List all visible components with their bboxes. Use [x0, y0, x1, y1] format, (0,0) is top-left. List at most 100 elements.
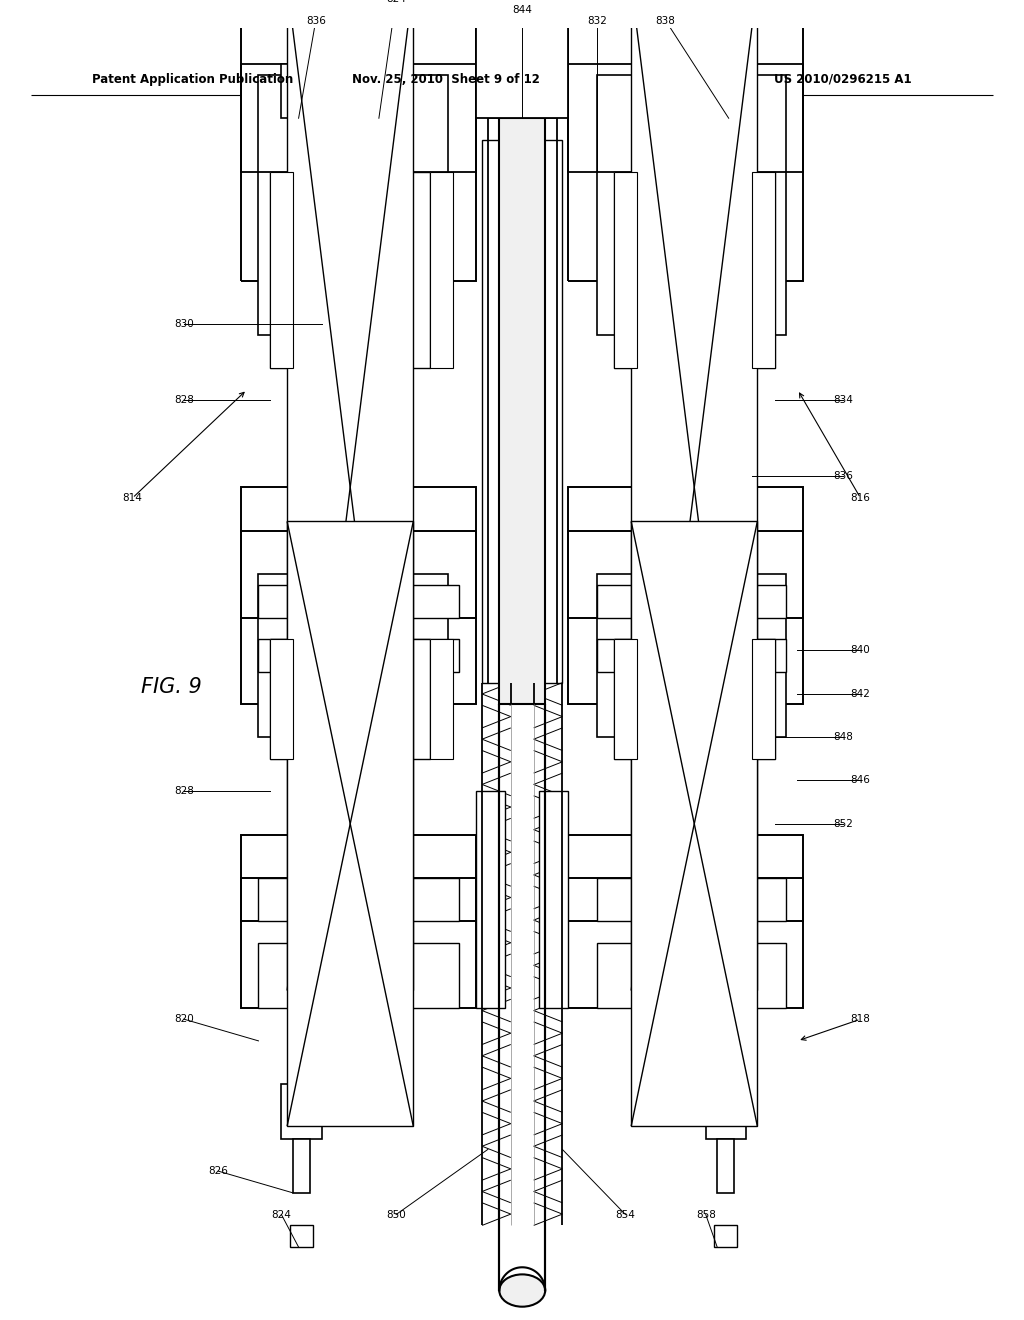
- Bar: [597, 574, 786, 737]
- Bar: [648, 205, 683, 281]
- Bar: [568, 834, 803, 921]
- Bar: [242, 63, 476, 173]
- Bar: [258, 639, 459, 672]
- Bar: [482, 140, 511, 682]
- Bar: [631, 0, 758, 990]
- Bar: [568, 531, 803, 618]
- Bar: [614, 639, 637, 759]
- Text: 814: 814: [122, 494, 142, 503]
- Text: 828: 828: [174, 787, 194, 796]
- Bar: [706, 1084, 745, 1139]
- Bar: [293, 9, 310, 63]
- Bar: [534, 140, 562, 682]
- Bar: [476, 0, 568, 119]
- Bar: [287, 521, 414, 1126]
- Bar: [597, 944, 786, 1008]
- Text: Nov. 25, 2010  Sheet 9 of 12: Nov. 25, 2010 Sheet 9 of 12: [351, 73, 540, 86]
- Text: 818: 818: [851, 1014, 870, 1024]
- Ellipse shape: [500, 1274, 545, 1307]
- Bar: [242, 834, 476, 921]
- Bar: [568, 834, 803, 921]
- Bar: [706, 63, 745, 119]
- Bar: [568, 531, 803, 618]
- Bar: [614, 639, 774, 759]
- Bar: [242, 487, 476, 705]
- Bar: [242, 0, 476, 281]
- Bar: [290, 21, 313, 42]
- Text: 824: 824: [386, 0, 407, 4]
- Bar: [568, 63, 803, 173]
- Bar: [568, 878, 803, 1008]
- Text: 832: 832: [587, 16, 607, 25]
- Bar: [568, 487, 803, 705]
- Bar: [339, 205, 373, 281]
- Bar: [258, 585, 459, 618]
- Bar: [270, 639, 430, 759]
- Bar: [242, 834, 476, 921]
- Bar: [568, 0, 803, 281]
- Bar: [715, 1225, 737, 1247]
- Bar: [717, 9, 734, 63]
- Bar: [287, 0, 414, 990]
- Bar: [568, 63, 803, 173]
- Text: 820: 820: [174, 1014, 194, 1024]
- Text: 828: 828: [174, 396, 194, 405]
- Bar: [242, 531, 476, 618]
- Bar: [614, 173, 637, 368]
- Bar: [482, 140, 511, 682]
- Text: 854: 854: [615, 1209, 636, 1220]
- Text: US 2010/0296215 A1: US 2010/0296215 A1: [774, 73, 911, 86]
- Bar: [430, 173, 454, 368]
- Bar: [476, 0, 568, 119]
- Bar: [568, 0, 803, 281]
- Bar: [242, 878, 476, 1008]
- Bar: [293, 1139, 310, 1193]
- Text: 842: 842: [851, 689, 870, 698]
- Bar: [258, 944, 459, 1008]
- Bar: [752, 173, 774, 368]
- Text: 850: 850: [386, 1209, 406, 1220]
- Bar: [270, 639, 293, 759]
- Bar: [242, 878, 476, 1008]
- Text: 840: 840: [851, 645, 870, 655]
- Bar: [242, 0, 476, 281]
- Bar: [270, 639, 293, 759]
- Bar: [476, 791, 505, 1008]
- Bar: [614, 173, 774, 368]
- Bar: [270, 173, 430, 368]
- Text: 858: 858: [695, 1209, 716, 1220]
- Bar: [597, 639, 786, 672]
- Bar: [282, 63, 322, 119]
- Bar: [258, 574, 447, 737]
- Bar: [717, 1139, 734, 1193]
- Text: 838: 838: [655, 16, 676, 25]
- Text: 844: 844: [512, 5, 532, 15]
- Bar: [258, 878, 459, 921]
- Bar: [534, 140, 562, 682]
- Bar: [597, 878, 786, 921]
- Bar: [597, 585, 786, 618]
- Bar: [597, 75, 786, 335]
- Bar: [683, 205, 717, 281]
- Bar: [568, 878, 803, 1008]
- Text: Patent Application Publication: Patent Application Publication: [92, 73, 294, 86]
- Bar: [482, 140, 511, 682]
- Bar: [304, 205, 339, 281]
- Bar: [290, 1225, 313, 1247]
- Bar: [715, 21, 737, 42]
- Text: 826: 826: [208, 1166, 228, 1176]
- Bar: [282, 1084, 322, 1139]
- Text: 848: 848: [834, 733, 853, 742]
- Bar: [270, 173, 293, 368]
- Bar: [568, 487, 803, 705]
- Bar: [752, 639, 774, 759]
- Bar: [534, 140, 562, 682]
- Bar: [258, 75, 447, 335]
- Text: 824: 824: [271, 1209, 292, 1220]
- Bar: [487, 0, 557, 119]
- Bar: [614, 173, 637, 368]
- Bar: [614, 639, 637, 759]
- Bar: [242, 63, 476, 173]
- Bar: [242, 531, 476, 618]
- Bar: [270, 173, 293, 368]
